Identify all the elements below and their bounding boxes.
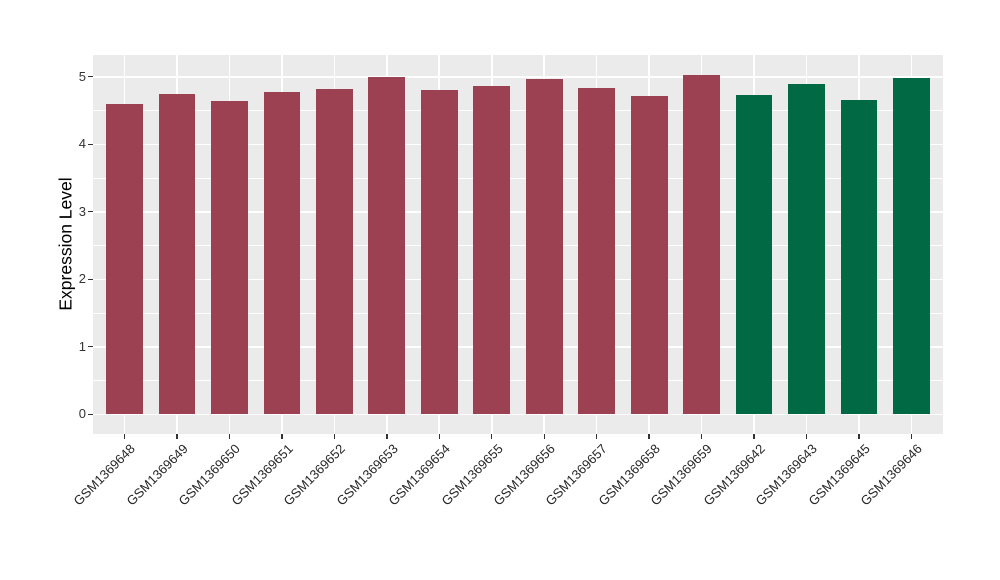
y-axis-title: Expression Level [55, 177, 76, 311]
x-tick-mark-GSM1369643 [805, 434, 808, 439]
bar-GSM1369655 [473, 86, 511, 415]
y-tick-label-4: 4 [78, 136, 86, 152]
y-tick-label-2: 2 [78, 271, 86, 287]
x-tick-mark-GSM1369650 [228, 434, 231, 439]
y-tick-label-1: 1 [78, 338, 86, 354]
minor-gridline-y-1.5 [93, 312, 943, 314]
y-tick-mark-0 [88, 413, 93, 415]
y-tick-label-0: 0 [78, 406, 86, 422]
x-tick-mark-GSM1369648 [123, 434, 126, 439]
y-tick-mark-4 [88, 143, 93, 145]
major-gridline-y-0 [93, 413, 943, 416]
minor-gridline-y-4.5 [93, 110, 943, 111]
bar-GSM1369659 [683, 74, 720, 415]
bar-GSM1369649 [158, 94, 196, 415]
bar-GSM1369645 [840, 99, 878, 415]
x-tick-mark-GSM1369655 [491, 434, 493, 439]
y-tick-label-5: 5 [78, 68, 86, 84]
x-tick-mark-GSM1369658 [648, 434, 650, 439]
minor-gridline-y-0.5 [93, 380, 943, 381]
x-tick-mark-GSM1369646 [910, 434, 913, 439]
x-tick-mark-GSM1369645 [858, 434, 860, 439]
x-tick-mark-GSM1369659 [700, 434, 703, 439]
major-gridline-y-5 [93, 76, 943, 78]
bar-GSM1369643 [788, 84, 825, 415]
x-tick-mark-GSM1369656 [543, 434, 545, 439]
x-tick-mark-GSM1369652 [333, 434, 336, 439]
bar-GSM1369657 [578, 87, 616, 415]
bar-GSM1369642 [735, 95, 773, 415]
y-tick-mark-1 [88, 346, 93, 348]
x-tick-mark-GSM1369654 [438, 434, 440, 439]
major-gridline-y-3 [93, 211, 943, 213]
major-gridline-y-4 [93, 143, 943, 146]
x-tick-mark-GSM1369649 [176, 434, 178, 439]
bar-GSM1369653 [368, 77, 406, 415]
y-tick-label-3: 3 [78, 203, 86, 219]
bar-GSM1369656 [525, 78, 563, 415]
major-gridline-y-2 [93, 278, 943, 281]
minor-gridline-y-3.5 [93, 177, 943, 179]
bar-GSM1369651 [263, 92, 301, 415]
x-tick-mark-GSM1369653 [386, 434, 388, 439]
minor-gridline-y-2.5 [93, 245, 943, 246]
y-tick-mark-3 [88, 211, 93, 213]
bar-GSM1369658 [630, 96, 668, 415]
major-gridline-y-1 [93, 346, 943, 348]
bar-GSM1369652 [315, 88, 353, 415]
bar-GSM1369648 [106, 104, 143, 415]
bar-GSM1369650 [211, 101, 248, 415]
y-tick-mark-5 [88, 76, 93, 78]
plot-panel [93, 55, 943, 434]
x-tick-mark-GSM1369651 [281, 434, 283, 439]
x-tick-mark-GSM1369642 [753, 434, 755, 439]
bar-GSM1369654 [420, 89, 458, 415]
y-tick-mark-2 [88, 278, 93, 280]
x-tick-mark-GSM1369657 [596, 434, 598, 439]
bar-GSM1369646 [893, 78, 930, 415]
